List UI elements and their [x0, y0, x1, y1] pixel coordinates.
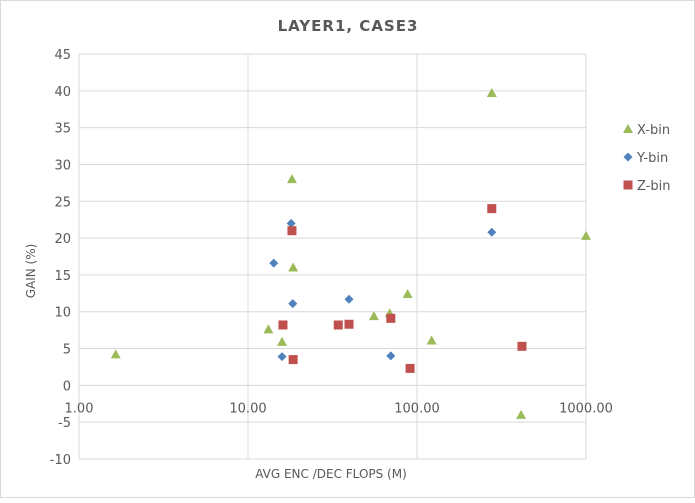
gridlines: [78, 53, 587, 460]
y-tick-label: 35: [54, 122, 71, 137]
diamond-marker-icon: [623, 152, 633, 162]
x-bin-point: [263, 324, 274, 334]
y-tick-label: -5: [58, 416, 71, 431]
square-marker-icon: [623, 180, 633, 190]
x-bin-point: [486, 88, 497, 98]
x-bin-point: [516, 409, 527, 419]
y-bin-point: [344, 294, 354, 304]
y-bin-point: [269, 258, 279, 268]
z-bin-point: [278, 320, 288, 330]
y-tick-label: 20: [54, 232, 71, 247]
data-points: [110, 88, 591, 419]
x-bin-point: [426, 335, 437, 345]
x-axis-tick-labels: 1.00 10.00 100.00 1000.00: [65, 401, 613, 416]
x-bin-point: [286, 174, 297, 184]
y-axis-tick-labels: 45 40 35 30 25 20 15 10 5 0 -5 -10: [50, 48, 71, 468]
y-bin-point: [286, 218, 296, 228]
z-bin-point: [487, 204, 497, 214]
y-tick-label: 15: [54, 269, 71, 284]
z-bin-point: [386, 313, 396, 323]
y-tick-label: 30: [54, 158, 71, 173]
y-tick-label: 10: [54, 306, 71, 321]
y-tick-label: 0: [63, 379, 71, 394]
z-bin-point: [333, 320, 343, 330]
x-bin-point: [402, 289, 413, 299]
y-tick-label: 40: [54, 85, 71, 100]
z-bin-point: [344, 319, 354, 329]
y-tick-label: -10: [50, 453, 71, 468]
y-bin-point: [277, 352, 287, 362]
x-bin-point: [368, 311, 379, 321]
x-bin-point: [288, 262, 299, 272]
x-tick-label: 1000.00: [559, 401, 613, 416]
z-bin-point: [405, 363, 415, 373]
y-bin-point: [386, 351, 396, 361]
y-axis-label: GAIN (%): [24, 244, 38, 299]
z-bin-point: [517, 341, 527, 351]
z-bin-point: [287, 226, 297, 236]
y-tick-label: 5: [63, 343, 71, 358]
x-bin-point: [581, 230, 591, 240]
x-bin-point: [277, 336, 288, 346]
z-bin-point: [288, 355, 298, 365]
legend-label: Y-bin: [636, 151, 668, 166]
x-tick-label: 10.00: [229, 401, 266, 416]
x-axis-label: AVG ENC /DEC FLOPS (M): [255, 467, 407, 481]
legend: X-bin Y-bin Z-bin: [623, 123, 670, 194]
legend-label: Z-bin: [637, 179, 670, 194]
x-tick-label: 1.00: [65, 401, 94, 416]
x-tick-label: 100.00: [394, 401, 440, 416]
y-tick-label: 45: [54, 48, 71, 63]
legend-label: X-bin: [637, 123, 670, 138]
y-tick-label: 25: [54, 195, 71, 210]
y-bin-point: [487, 227, 497, 237]
triangle-marker-icon: [623, 124, 633, 133]
y-bin-point: [288, 299, 298, 309]
chart-title: LAYER1, CASE3: [278, 17, 419, 35]
x-bin-point: [110, 349, 121, 359]
